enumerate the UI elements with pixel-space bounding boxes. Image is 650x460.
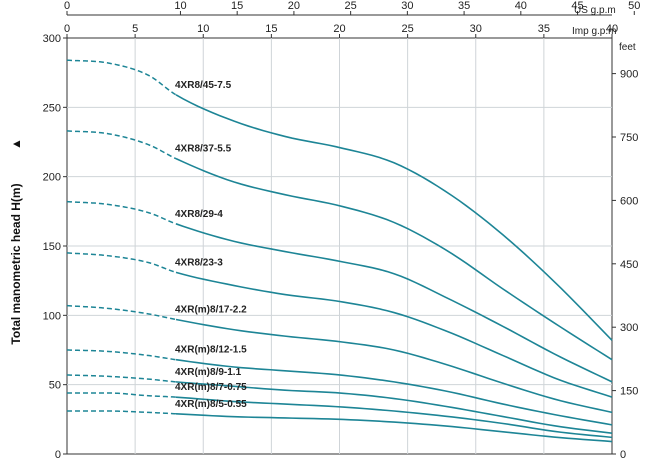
series-label: 4XR(m)8/12-1.5 [175,345,247,356]
y-tick-label: 100 [43,310,61,322]
imp-tick-label: 15 [265,23,277,35]
y-axis-title: Total manometric head H(m) ▲ [9,138,23,344]
us-tick-label: 25 [345,0,357,12]
y-axis-label: Total manometric head H(m) [9,183,23,344]
series-dashed-segment [66,200,177,225]
y-tick-label: 250 [43,102,61,114]
imp-tick-label: 25 [402,23,414,35]
y-tick-label: 150 [43,241,61,253]
us-gpm-unit-label: US g.p.m [574,5,616,16]
series-dashed-segment [67,410,177,415]
series-dashed-segment [66,59,177,96]
imp-tick-label: 10 [197,23,209,35]
us-tick-label: 40 [515,0,527,12]
us-tick-label: 15 [231,0,243,12]
us-tick-label: 50 [628,0,640,12]
series-curve [175,271,613,398]
imp-tick-label: 0 [64,23,70,35]
series-dashed-segment [67,392,177,398]
y-tick-label: 300 [43,33,61,45]
axes: 0 5 10 15 20 25 30 35 40050100150200250300015030… [43,0,641,460]
series-dashed-segment [66,304,177,321]
y-tick-label: 0 [55,449,61,460]
imp-tick-label: 30 [470,23,482,35]
series-curve [175,94,613,341]
series-label: 4XR8/23-3 [175,257,223,268]
grid-lines [67,38,612,454]
imp-gpm-unit-label: Imp g.p.m [572,26,616,37]
series-label: 4XR(m)8/5-0.55 [175,399,247,410]
imp-tick-label: 35 [538,23,550,35]
feet-tick-label: 750 [620,132,638,144]
series-curve [175,157,613,361]
series-curve [175,223,613,383]
feet-tick-label: 900 [620,69,638,81]
us-tick-label: 30 [401,0,413,12]
series-curve [175,381,613,434]
imp-tick-label: 20 [333,23,345,35]
us-tick-label: 35 [458,0,470,12]
series-label: 4XR(m)8/9-1.1 [175,367,242,378]
y-tick-label: 50 [49,380,61,392]
y-tick-label: 200 [43,172,61,184]
series-curve [175,396,613,439]
feet-tick-label: 150 [620,386,638,398]
feet-tick-label: 600 [620,195,638,207]
series-dashed-segment [66,374,177,383]
series-dashed-segment [66,349,177,361]
series-label: 4XR(m)8/17-2.2 [175,304,247,315]
feet-unit-label: feet [619,42,636,53]
imp-tick-label: 5 [132,23,138,35]
series-label: 4XR8/45-7.5 [175,80,232,91]
series-label: 4XR8/29-4 [175,209,223,220]
series-curve [175,318,613,414]
series-dashed-segment [66,252,177,274]
us-tick-label: 20 [288,0,300,12]
series-label: 4XR(m)8/7-0.75 [175,382,247,393]
series-curves [66,59,613,443]
series-curve [175,358,613,426]
feet-tick-label: 0 [620,449,626,460]
series-labels: 4XR8/45-7.5 4XR8/37-5.5 4XR8/29-4 4XR8/23-3… [175,80,247,410]
us-tick-label: 10 [174,0,186,12]
series-curve [175,412,613,443]
series-dashed-segment [66,130,177,160]
y-axis-arrow: ▲ [9,138,23,150]
series-label: 4XR8/37-5.5 [175,144,232,155]
us-tick-label: 0 [64,0,70,12]
feet-tick-label: 450 [620,259,638,271]
feet-tick-label: 300 [620,322,638,334]
imp-tick-label: 40 [606,23,618,35]
us-tick-label: 45 [571,0,583,12]
